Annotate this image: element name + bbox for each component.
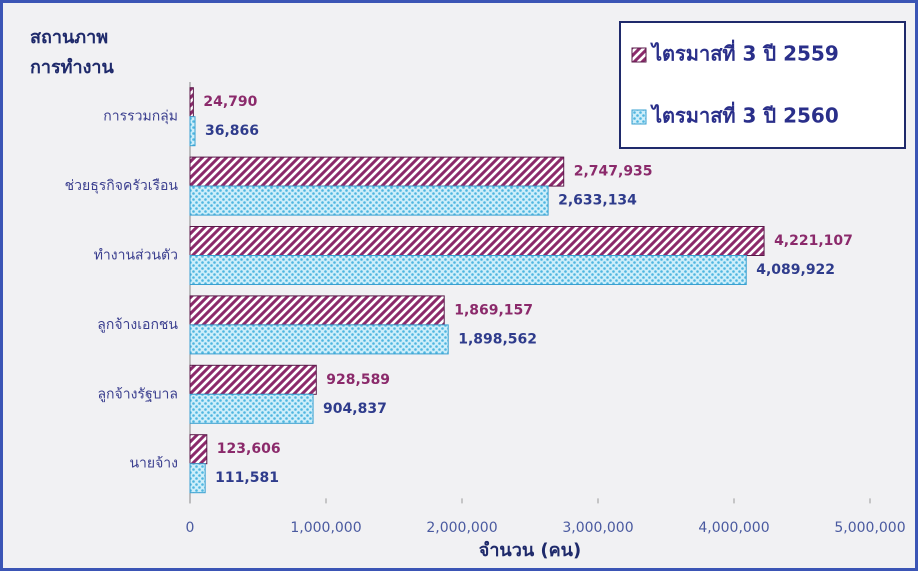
category-label: ทำงานส่วนตัว	[94, 248, 178, 264]
bar	[189, 87, 194, 118]
x-tick-label: 2,000,000	[426, 520, 497, 536]
value-label: 24,790	[203, 94, 257, 110]
bar	[189, 463, 206, 494]
bar	[189, 295, 445, 326]
value-label: 904,837	[323, 401, 387, 417]
legend-swatch	[631, 109, 647, 125]
legend-label: ไตรมาสที่ 3 ปี 2560	[650, 101, 839, 128]
x-axis-title: จำนวน (คน)	[479, 540, 581, 561]
category-label: การรวมกลุ่ม	[103, 109, 178, 125]
legend-swatch	[631, 47, 647, 63]
value-label: 4,089,922	[756, 262, 835, 278]
legend-label: ไตรมาสที่ 3 ปี 2559	[650, 39, 839, 66]
value-label: 2,747,935	[574, 164, 653, 180]
y-axis-title: การทำงาน	[30, 57, 115, 78]
category-label: ช่วยธุรกิจครัวเรือน	[65, 178, 179, 194]
x-tick-label: 3,000,000	[562, 520, 633, 536]
value-label: 1,898,562	[458, 331, 537, 347]
value-label: 928,589	[326, 372, 390, 388]
x-tick-label: 1,000,000	[290, 520, 361, 536]
legend-box	[619, 21, 906, 149]
value-label: 123,606	[217, 441, 281, 457]
value-label: 4,221,107	[774, 233, 853, 249]
bar	[189, 364, 317, 395]
bar	[189, 226, 765, 256]
value-label: 36,866	[205, 123, 259, 139]
category-label: ลูกจ้างรัฐบาล	[97, 386, 178, 402]
category-label: ลูกจ้างเอกชน	[97, 317, 178, 333]
x-tick-label: 4,000,000	[698, 520, 769, 536]
bar	[189, 393, 314, 424]
value-label: 111,581	[215, 470, 279, 486]
bar	[189, 434, 208, 465]
value-label: 2,633,134	[558, 193, 637, 209]
bar	[189, 156, 565, 187]
value-label: 1,869,157	[454, 302, 533, 318]
x-tick-label: 0	[186, 520, 195, 536]
category-label: นายจ้าง	[129, 456, 178, 472]
bar	[189, 185, 549, 216]
bar	[189, 255, 747, 285]
bar	[189, 324, 449, 355]
x-tick-label: 5,000,000	[834, 520, 905, 536]
bar	[189, 116, 196, 147]
y-axis-title: สถานภาพ	[30, 27, 108, 48]
